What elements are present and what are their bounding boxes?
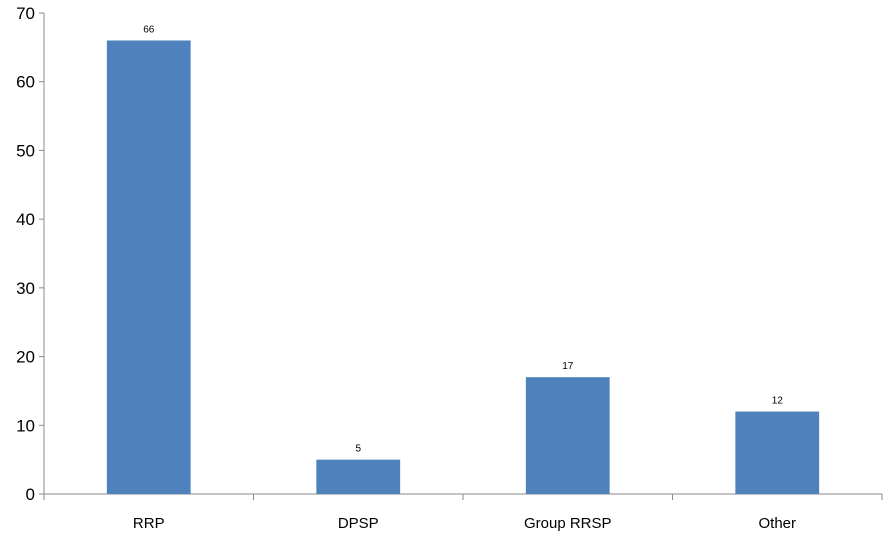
- x-tick-label: Other: [758, 515, 796, 532]
- y-tick-label: 10: [16, 416, 35, 435]
- data-labels-group: 66 5 17 12: [143, 24, 783, 454]
- bar-rrp: [106, 40, 191, 494]
- y-tick-label: 70: [16, 4, 35, 23]
- y-tick-label: 30: [16, 279, 35, 298]
- y-tick-label: 60: [16, 73, 35, 92]
- bar-dpsp: [316, 459, 401, 494]
- x-tick-label: Group RRSP: [524, 515, 612, 532]
- bar-group-rrsp: [525, 377, 610, 494]
- data-label: 17: [562, 361, 574, 372]
- bar-other: [735, 411, 820, 494]
- y-tick-label: 20: [16, 348, 35, 367]
- x-axis: RRP DPSP Group RRSP Other: [43, 493, 883, 532]
- data-label: 66: [143, 24, 155, 35]
- x-tick-label: RRP: [133, 515, 165, 532]
- data-label: 12: [772, 396, 784, 407]
- y-tick-label: 40: [16, 210, 35, 229]
- data-label: 5: [355, 444, 361, 455]
- y-tick-label: 50: [16, 141, 35, 160]
- y-tick-label: 0: [26, 485, 35, 504]
- y-axis: 0 10 20 30 40 50 60 70: [16, 4, 45, 504]
- x-tick-label: DPSP: [338, 515, 379, 532]
- bars-group: [106, 40, 820, 494]
